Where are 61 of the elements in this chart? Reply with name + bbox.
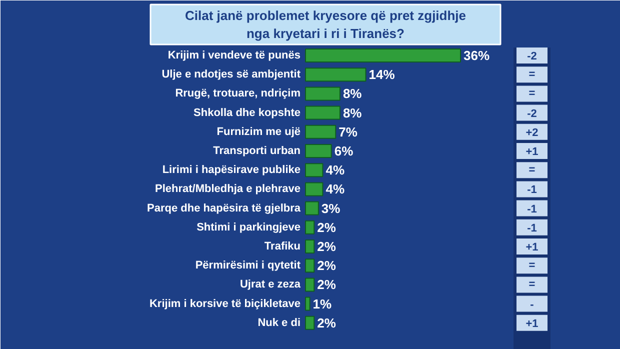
text: +1 — [526, 318, 538, 330]
data-label: 14% — [368, 67, 396, 82]
text: = — [528, 260, 536, 272]
bar — [305, 124, 336, 139]
bar — [305, 144, 332, 158]
data-label: 2% — [317, 220, 336, 235]
text: -2 — [527, 108, 537, 120]
text: -1 — [527, 203, 537, 216]
bar — [305, 182, 324, 196]
bar — [305, 316, 315, 330]
text: +2 — [526, 126, 538, 139]
y-tick-label: Trafiku — [264, 240, 301, 252]
y-tick-label: Ulje e ndotjes së ambjentit — [162, 68, 301, 81]
text: +1 — [526, 242, 538, 254]
data-label: 8% — [342, 105, 362, 120]
data-label: 7% — [338, 124, 358, 140]
data-label: 2% — [317, 239, 336, 254]
y-tick-label: Shtimi i parkingjeve — [196, 221, 300, 234]
y-tick-label: Përmirësimi i qytetit — [195, 260, 301, 272]
data-label: 36% — [464, 48, 490, 63]
y-tick-label: Furnizim me ujë — [216, 126, 301, 138]
y-tick-label: Krijim i vendeve të punës — [168, 50, 300, 62]
y-tick-label: Parqe dhe hapësira të gjelbra — [147, 202, 302, 214]
y-tick-label: Ujrat e zeza — [240, 278, 302, 291]
text: = — [528, 88, 536, 100]
y-tick-label: Krijim i korsive të biçikletave — [149, 298, 301, 310]
text: -1 — [527, 222, 537, 234]
y-tick-label: Transporti urban — [213, 145, 301, 157]
bar — [305, 201, 319, 216]
bar — [305, 163, 324, 178]
bar — [305, 68, 366, 82]
bar — [305, 106, 340, 120]
y-tick-label: Rrugë, trotuare, ndriçim — [175, 88, 301, 100]
text: +1 — [526, 146, 538, 158]
text: -1 — [527, 184, 537, 196]
data-label: 6% — [334, 144, 354, 158]
bar — [305, 86, 340, 101]
data-label: 3% — [321, 200, 341, 216]
text: = — [528, 278, 536, 291]
data-label: 2% — [317, 315, 336, 330]
bar — [305, 278, 315, 292]
bar — [305, 296, 310, 311]
text: -2 — [527, 50, 537, 62]
text: - — [530, 298, 534, 311]
data-label: 4% — [326, 162, 345, 178]
y-tick-label: Plehrat/Mbledhja e plehrave — [155, 183, 301, 196]
data-label: 8% — [342, 86, 362, 102]
data-label: 2% — [317, 277, 336, 292]
data-label: 1% — [312, 296, 332, 312]
data-label: 4% — [326, 182, 345, 197]
data-label: 2% — [317, 258, 336, 274]
text: = — [528, 68, 536, 81]
bar — [305, 48, 461, 62]
text: = — [528, 164, 536, 176]
y-tick-label: Lirimi i hapësirave publike — [162, 164, 301, 176]
y-tick-label: Shkolla dhe kopshte — [194, 106, 301, 119]
bar — [305, 258, 315, 273]
y-tick-label: Nuk e di — [258, 316, 301, 329]
bar — [305, 240, 315, 254]
bar — [305, 220, 315, 234]
chart-title: Cilat janë problemet kryesore që pret zgjidhje nga kryetari i ri i Tiranës? — [184, 8, 466, 41]
